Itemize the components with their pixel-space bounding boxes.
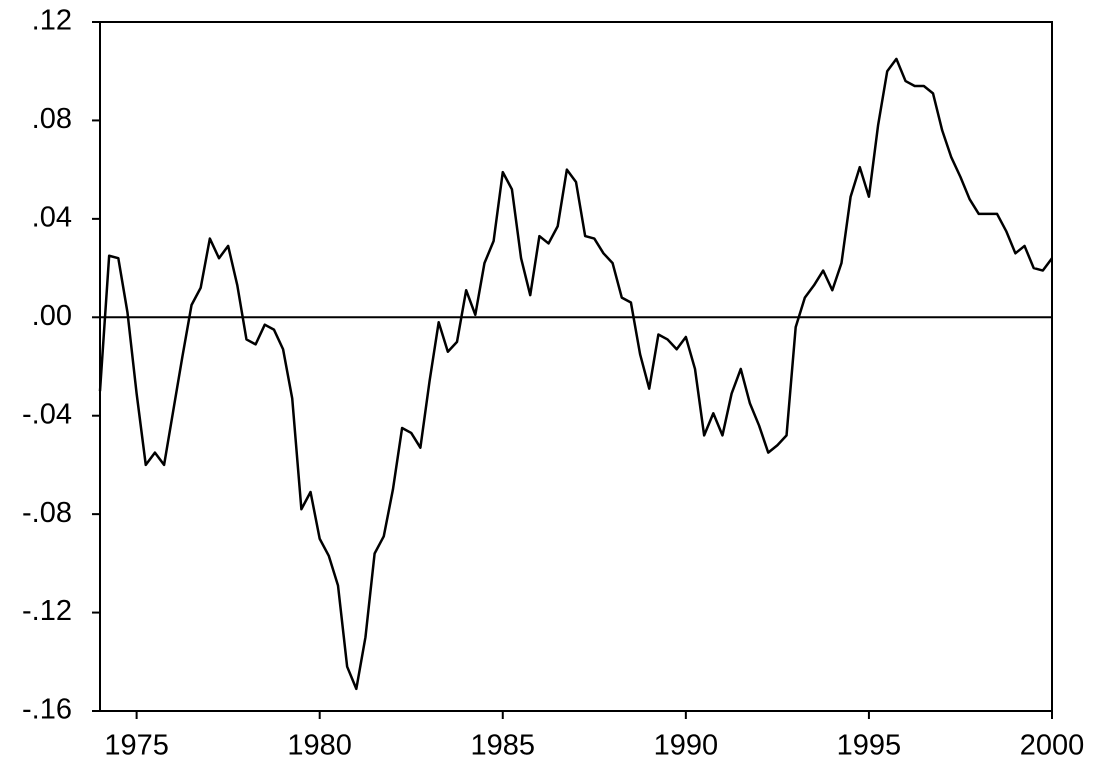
y-tick-label: -.04 (22, 398, 72, 430)
y-tick-label: -.08 (22, 497, 72, 529)
y-tick-label: .00 (32, 300, 72, 332)
x-tick-label: 1975 (104, 730, 169, 762)
y-tick-label: .08 (32, 103, 72, 135)
y-tick-label: -.12 (22, 595, 72, 627)
plot-frame (99, 21, 1053, 712)
x-tick-label: 1985 (471, 730, 536, 762)
x-tick-label: 2000 (1020, 730, 1085, 762)
y-tick-label: .04 (32, 202, 72, 234)
y-tick-label: -.16 (22, 694, 72, 726)
x-tick-label: 1980 (287, 730, 352, 762)
line-series (98, 57, 1054, 691)
y-tick-label: .12 (32, 5, 72, 37)
x-tick-label: 1990 (654, 730, 719, 762)
x-tick-label: 1995 (837, 730, 902, 762)
